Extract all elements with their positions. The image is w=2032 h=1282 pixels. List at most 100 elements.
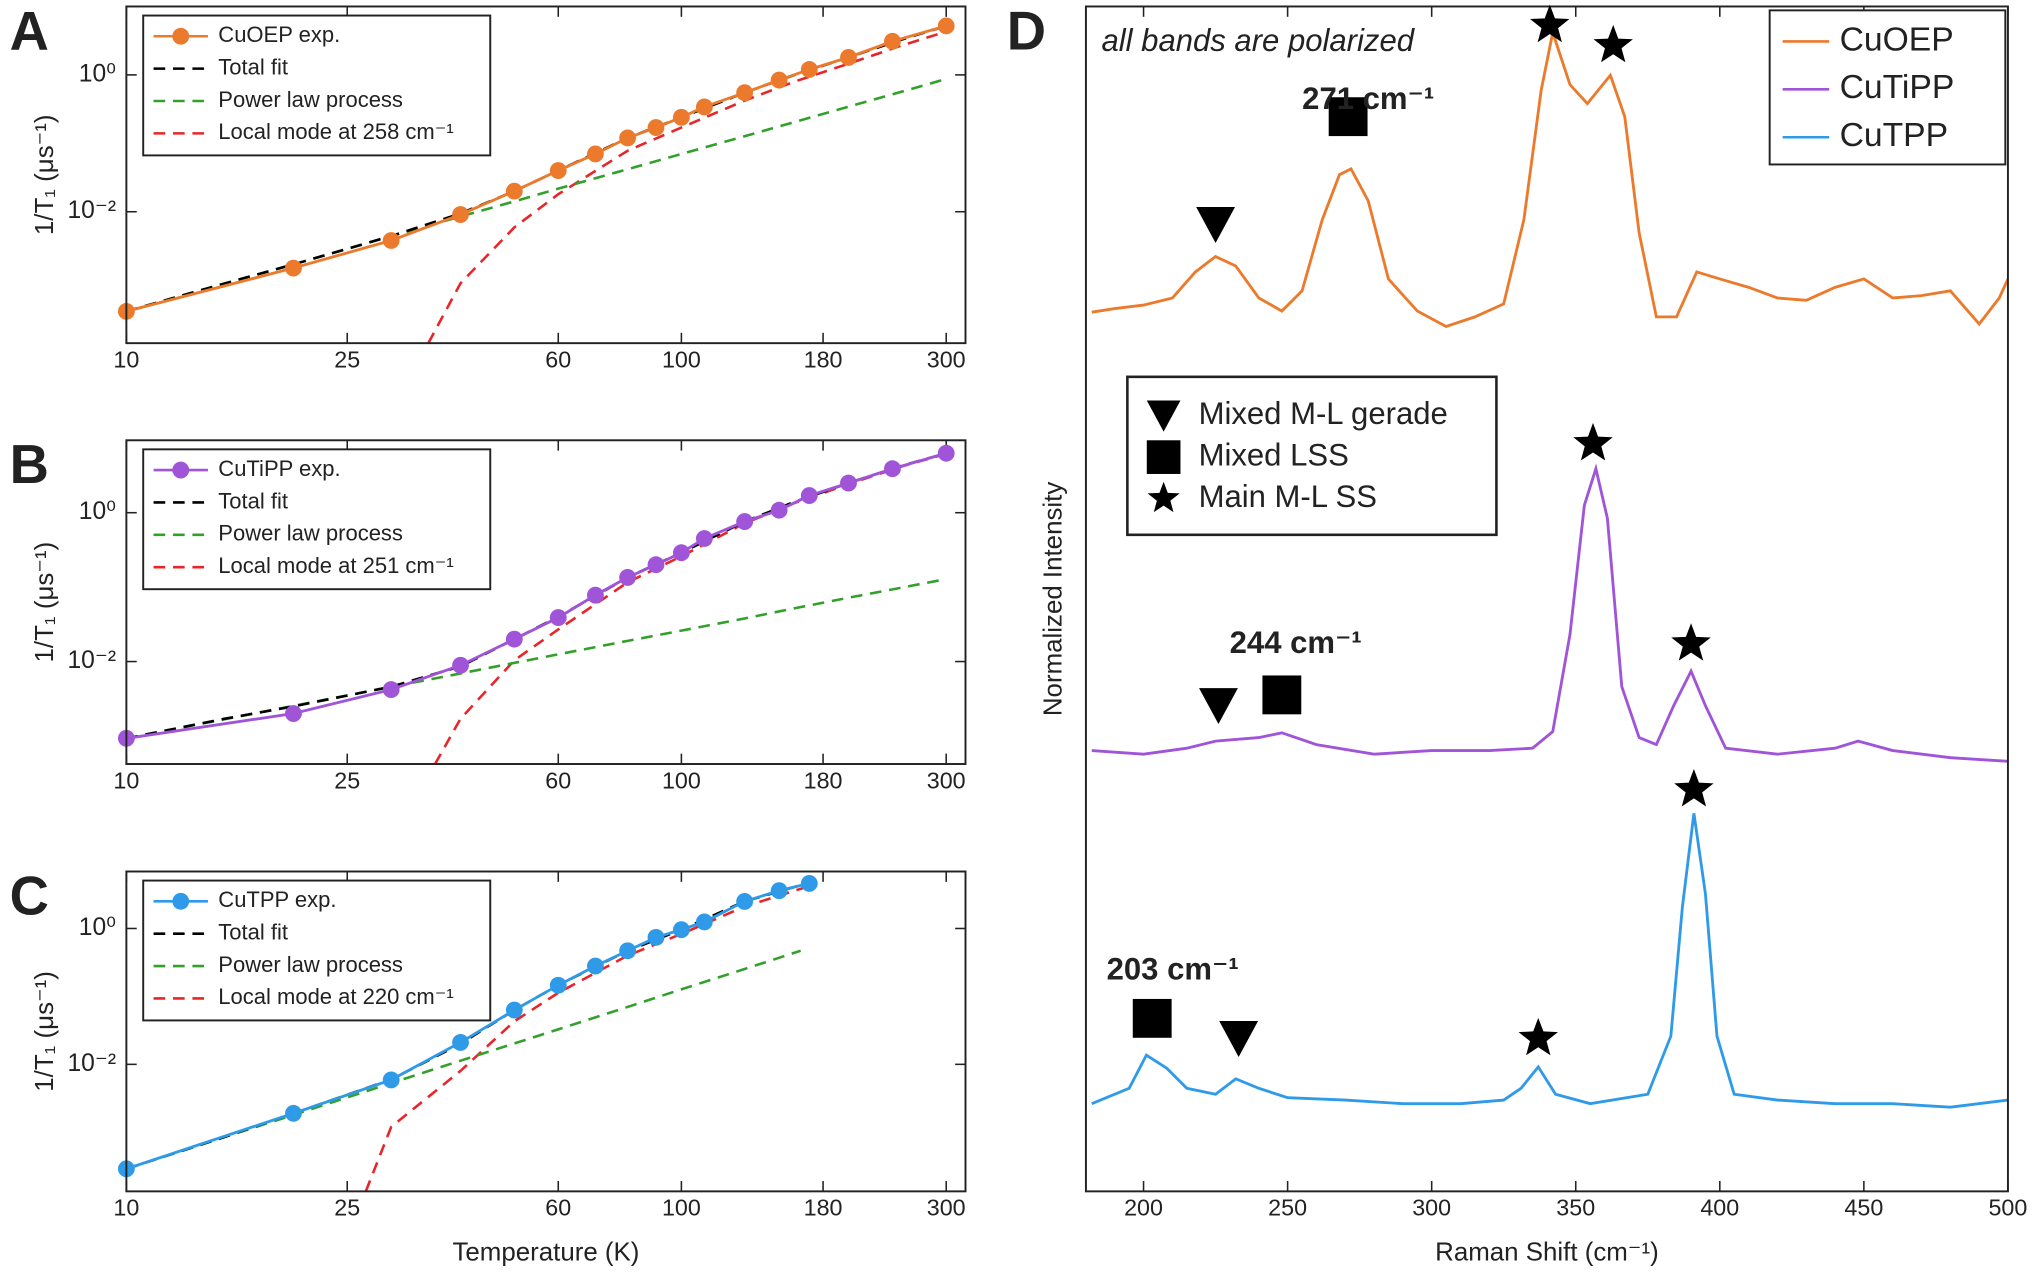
data-point <box>505 630 523 648</box>
legend-label: Power law process <box>218 87 403 112</box>
square-marker <box>1146 440 1181 474</box>
legend-box <box>1768 9 2007 166</box>
series-line <box>433 452 947 765</box>
data-point <box>770 882 788 900</box>
panel-label: D <box>1007 0 1046 61</box>
legend-label: CuTiPP exp. <box>218 456 340 481</box>
square-marker <box>1328 97 1368 137</box>
x-tick-label: 100 <box>662 346 701 372</box>
x-tick-label: 25 <box>334 346 360 372</box>
data-point <box>382 681 400 699</box>
data-point <box>452 206 469 223</box>
series-line <box>126 77 947 313</box>
data-point <box>736 84 754 102</box>
series-line <box>126 577 947 740</box>
y-tick-label: 10⁰ <box>79 914 116 941</box>
data-point <box>883 32 901 50</box>
legend-label: Local mode at 258 cm⁻¹ <box>218 119 453 144</box>
legend-label: CuTPP <box>1840 117 1948 154</box>
legend-label: Local mode at 251 cm⁻¹ <box>218 553 453 578</box>
legend-marker <box>172 461 190 479</box>
x-tick-label: 300 <box>1412 1195 1451 1221</box>
data-point <box>452 656 469 674</box>
y-axis-label: 1/T₁ (μs⁻¹) <box>31 114 59 235</box>
x-tick-label: 180 <box>804 346 843 372</box>
data-point <box>285 259 302 277</box>
series-line <box>364 884 810 1192</box>
data-point <box>736 893 754 910</box>
data-point <box>619 942 637 960</box>
y-tick-label: 10⁻² <box>67 1050 116 1077</box>
data-point <box>800 875 818 892</box>
series-line <box>126 949 802 1171</box>
peak-label: 203 cm⁻¹ <box>1107 951 1239 986</box>
data-point <box>452 1034 469 1051</box>
series-line <box>1091 26 2008 329</box>
y-axis-label: Normalized Intensity <box>1040 482 1068 716</box>
y-axis-label: 1/T₁ (μs⁻¹) <box>31 542 59 663</box>
band-legend-label: Mixed M-L gerade <box>1199 396 1448 431</box>
data-point <box>800 61 818 78</box>
data-point <box>382 232 400 249</box>
star-marker <box>1674 768 1714 807</box>
series-line <box>427 30 947 344</box>
data-point <box>586 957 604 975</box>
x-tick-label: 100 <box>662 1195 701 1221</box>
panel-label: B <box>10 434 49 495</box>
data-point <box>549 162 567 179</box>
data-point <box>672 921 690 939</box>
x-tick-label: 200 <box>1124 1195 1163 1221</box>
square-marker <box>1262 675 1302 715</box>
star-marker <box>1593 24 1633 63</box>
star-marker <box>1147 481 1180 513</box>
peak-label: 244 cm⁻¹ <box>1230 625 1362 660</box>
data-point <box>840 49 857 66</box>
band-legend-label: Mixed LSS <box>1199 437 1349 472</box>
legend-marker <box>172 892 190 910</box>
annotation: all bands are polarized <box>1101 23 1415 58</box>
legend-label: Total fit <box>218 488 288 513</box>
triangle-marker <box>1199 688 1238 725</box>
series-line <box>1091 813 2008 1109</box>
x-tick-label: 60 <box>545 1195 571 1221</box>
legend-label: CuTiPP <box>1840 69 1955 106</box>
plot-frame <box>125 870 967 1193</box>
y-tick-label: 10⁰ <box>79 498 116 525</box>
x-tick-label: 400 <box>1700 1195 1739 1221</box>
triangle-marker <box>1146 400 1181 432</box>
data-point <box>695 913 713 931</box>
legend-marker <box>172 27 190 45</box>
data-point <box>770 71 788 89</box>
legend-label: Power law process <box>218 952 403 977</box>
legend-label: CuOEP <box>1840 21 1954 58</box>
panel-label: C <box>10 865 49 926</box>
data-point <box>937 17 955 35</box>
data-point <box>619 569 637 586</box>
star-marker <box>1671 623 1711 661</box>
x-axis-label: Raman Shift (cm⁻¹) <box>1435 1238 1659 1266</box>
legend-label: CuTPP exp. <box>218 887 336 912</box>
x-tick-label: 300 <box>927 1195 966 1221</box>
data-point <box>586 586 604 604</box>
data-point <box>647 119 665 136</box>
star-marker <box>1573 422 1613 461</box>
x-tick-label: 180 <box>804 767 843 793</box>
band-legend-box <box>1126 375 1498 537</box>
legend-label: Power law process <box>218 521 403 546</box>
data-point <box>549 609 567 626</box>
data-point <box>647 556 665 574</box>
y-tick-label: 10⁰ <box>79 60 116 87</box>
x-tick-label: 10 <box>113 346 139 372</box>
data-point <box>285 705 302 722</box>
plot-frame <box>1084 5 2009 1193</box>
x-tick-label: 300 <box>927 767 966 793</box>
series-line <box>1091 463 2008 763</box>
x-tick-label: 25 <box>334 767 360 793</box>
x-tick-label: 450 <box>1844 1195 1883 1221</box>
triangle-marker <box>1196 207 1236 243</box>
band-legend-label: Main M-L SS <box>1199 479 1377 514</box>
y-tick-label: 10⁻² <box>67 197 116 224</box>
x-tick-label: 10 <box>113 767 139 793</box>
data-point <box>800 487 818 504</box>
x-tick-label: 300 <box>927 346 966 372</box>
